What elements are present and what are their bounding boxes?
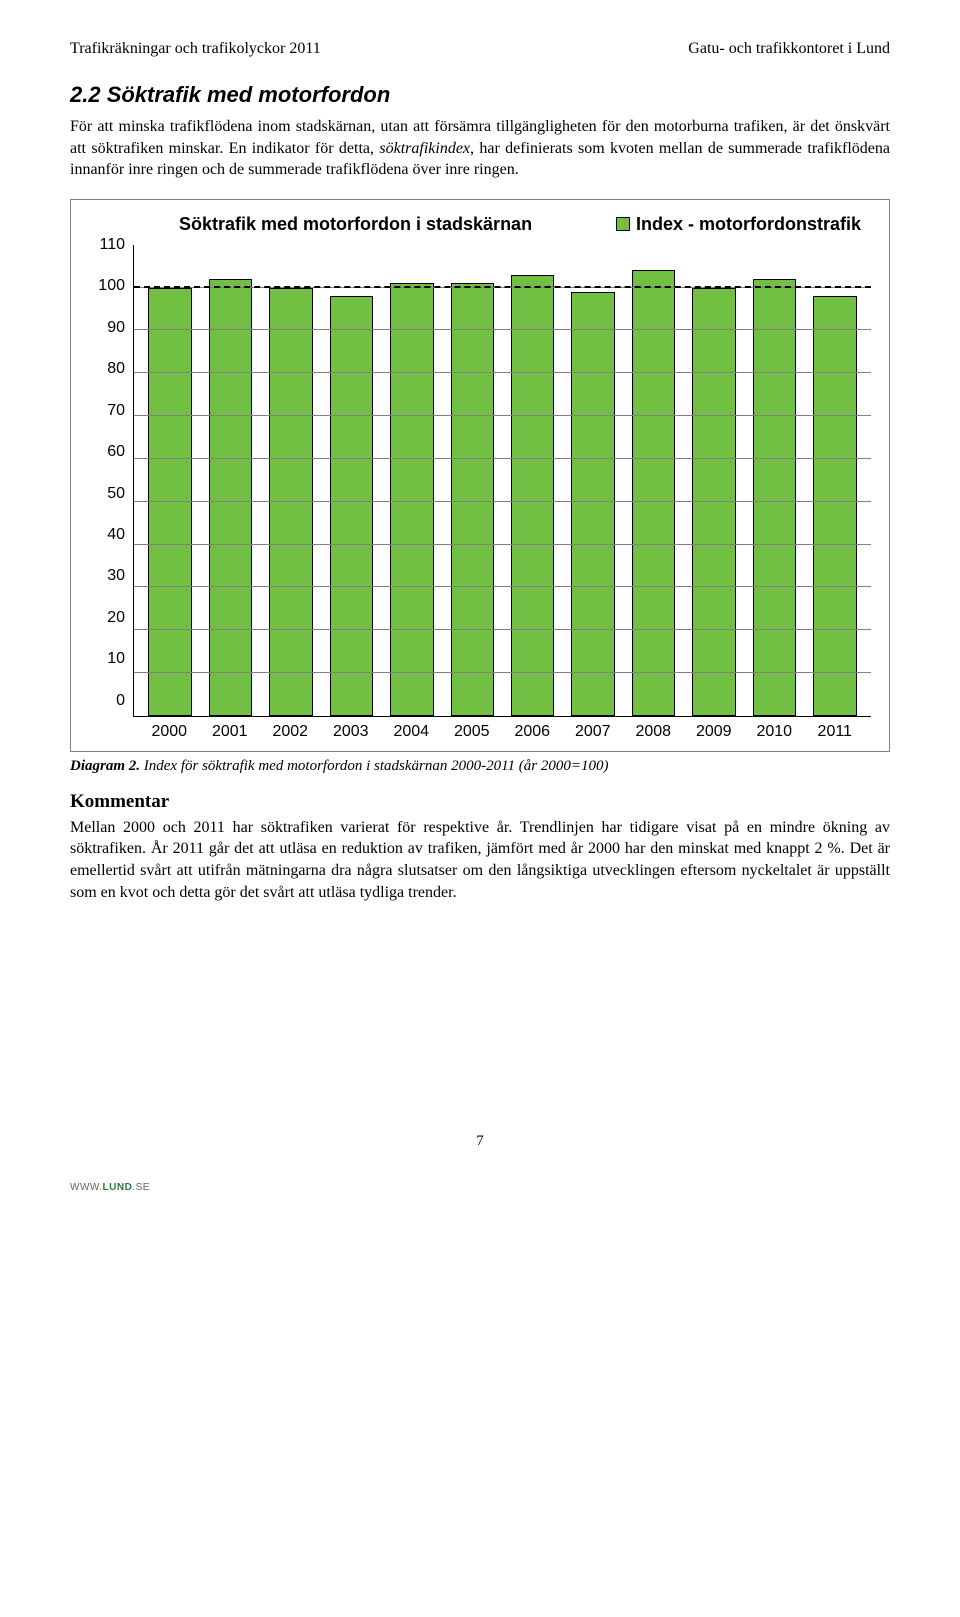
y-tick: 80 (107, 361, 125, 377)
y-tick: 110 (99, 237, 125, 253)
y-tick: 30 (107, 568, 125, 584)
bar-slot (382, 245, 442, 716)
x-axis: 2000200120022003200420052006200720082009… (133, 717, 871, 741)
bar-slot (623, 245, 683, 716)
y-tick: 60 (107, 444, 125, 460)
x-tick: 2000 (139, 723, 200, 741)
caption-text: Index för söktrafik med motorfordon i st… (140, 758, 608, 774)
y-tick: 90 (107, 320, 125, 336)
x-tick: 2010 (744, 723, 805, 741)
gridline (134, 415, 871, 416)
footer-suffix: .SE (132, 1182, 150, 1193)
x-tick: 2001 (200, 723, 261, 741)
x-tick: 2003 (321, 723, 382, 741)
bar-slot (744, 245, 804, 716)
bar (632, 270, 676, 715)
page-header: Trafikräkningar och trafikolyckor 2011 G… (70, 40, 890, 58)
y-tick: 10 (107, 651, 125, 667)
comment-body: Mellan 2000 och 2011 har söktrafiken var… (70, 817, 890, 903)
intro-term: söktrafikindex (379, 140, 470, 157)
gridline (134, 329, 871, 330)
y-axis: 1101009080706050403020100 (89, 245, 133, 717)
gridline (134, 458, 871, 459)
y-tick: 20 (107, 610, 125, 626)
gridline (134, 629, 871, 630)
gridline (134, 672, 871, 673)
bar-slot (261, 245, 321, 716)
page-number: 7 (70, 1133, 890, 1150)
legend-label: Index - motorfordonstrafik (636, 214, 861, 235)
comment-heading: Kommentar (70, 791, 890, 813)
y-tick: 40 (107, 527, 125, 543)
bar-slot (200, 245, 260, 716)
y-tick: 70 (107, 403, 125, 419)
bar-slot (321, 245, 381, 716)
x-tick: 2007 (563, 723, 624, 741)
intro-paragraph: För att minska trafikflödena inom stadsk… (70, 116, 890, 181)
bar-slot (805, 245, 865, 716)
legend-swatch (616, 217, 630, 231)
x-tick: 2011 (805, 723, 866, 741)
bar-slot (563, 245, 623, 716)
header-right: Gatu- och trafikkontoret i Lund (688, 40, 890, 58)
x-tick: 2006 (502, 723, 563, 741)
gridline (134, 501, 871, 502)
chart-caption: Diagram 2. Index för söktrafik med motor… (70, 758, 890, 775)
gridline (134, 586, 871, 587)
y-tick: 50 (107, 486, 125, 502)
footer-prefix: WWW. (70, 1182, 103, 1193)
gridline (134, 544, 871, 545)
chart-title: Söktrafik med motorfordon i stadskärnan (179, 214, 532, 235)
x-tick: 2008 (623, 723, 684, 741)
y-tick: 100 (98, 278, 125, 294)
bar-slot (503, 245, 563, 716)
bar (753, 279, 797, 716)
bar-slot (684, 245, 744, 716)
x-tick: 2004 (381, 723, 442, 741)
header-left: Trafikräkningar och trafikolyckor 2011 (70, 40, 321, 58)
bar (571, 292, 615, 716)
y-tick: 0 (116, 693, 125, 709)
chart-legend: Index - motorfordonstrafik (616, 214, 861, 235)
footer-brand: LUND (103, 1182, 133, 1193)
trend-line (134, 286, 871, 288)
bar (511, 275, 555, 716)
bar (330, 296, 374, 716)
bar-slot (442, 245, 502, 716)
chart-container: Söktrafik med motorfordon i stadskärnan … (70, 199, 890, 752)
bar (209, 279, 253, 716)
plot-area (133, 245, 871, 717)
x-tick: 2009 (684, 723, 745, 741)
x-tick: 2005 (442, 723, 503, 741)
gridline (134, 372, 871, 373)
bar (390, 283, 434, 715)
caption-label: Diagram 2. (70, 758, 140, 774)
x-tick: 2002 (260, 723, 321, 741)
bar-slot (140, 245, 200, 716)
section-heading: 2.2 Söktrafik med motorfordon (70, 82, 890, 108)
bar (451, 283, 495, 715)
footer: WWW.LUND.SE (70, 1182, 890, 1193)
chart-area: 1101009080706050403020100 (89, 245, 871, 717)
chart-header: Söktrafik med motorfordon i stadskärnan … (89, 214, 871, 235)
bars-row (134, 245, 871, 716)
bar (813, 296, 857, 716)
